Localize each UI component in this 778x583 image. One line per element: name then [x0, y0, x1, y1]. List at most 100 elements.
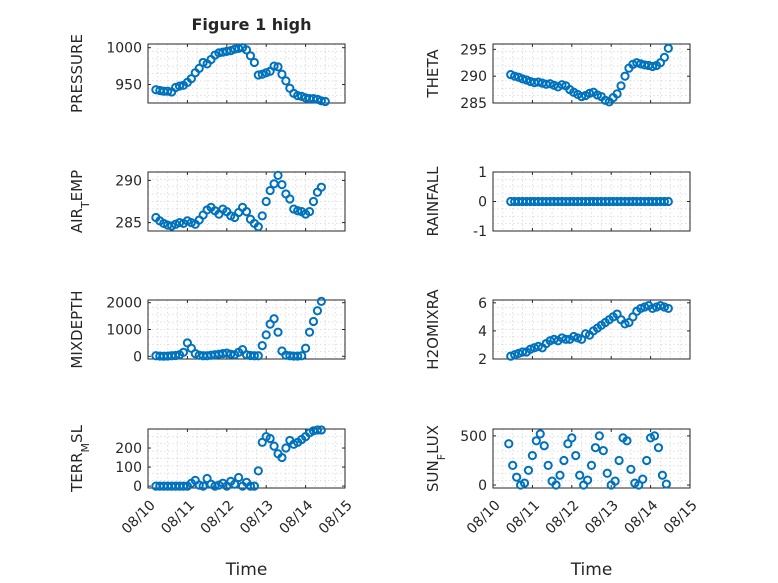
y-tick-label: 2: [478, 352, 487, 368]
data-point: [174, 81, 185, 91]
data-point: [551, 480, 561, 490]
data-point: [163, 86, 173, 96]
y-tick-label: 1000: [106, 323, 142, 339]
data-point: [249, 57, 259, 68]
data-point: [170, 350, 181, 361]
y-tick-label: 200: [115, 441, 142, 457]
data-point: [312, 306, 323, 316]
data-point: [285, 194, 295, 204]
data-point: [316, 96, 326, 106]
data-point: [178, 481, 189, 491]
data-point: [174, 217, 185, 228]
series-markers: [504, 429, 671, 490]
data-point: [533, 77, 543, 87]
data-point: [647, 61, 658, 72]
data-point: [316, 296, 326, 306]
y-axis-label: MIXDEPTH: [68, 290, 86, 368]
data-point: [301, 343, 311, 353]
data-point: [269, 314, 279, 324]
data-point: [610, 476, 620, 486]
data-point: [661, 479, 671, 489]
y-tick-label: 6: [478, 296, 487, 312]
data-point: [249, 351, 259, 361]
data-point: [269, 179, 279, 189]
data-point: [320, 96, 330, 107]
data-point: [304, 207, 315, 217]
data-point: [269, 61, 279, 71]
y-tick-label: 4: [478, 324, 487, 340]
data-point: [281, 443, 291, 453]
data-point: [178, 347, 189, 357]
y-tick-label: 0: [478, 195, 487, 211]
data-point: [512, 472, 522, 482]
y-axis-label-rest: LUX: [424, 425, 442, 454]
data-point: [620, 71, 630, 81]
x-tick-label: 08/11: [503, 497, 543, 537]
y-tick-label: 500: [460, 429, 487, 445]
series-markers: [506, 301, 673, 361]
data-point: [649, 431, 660, 441]
data-point: [638, 474, 648, 484]
y-axis-label-main: TERR: [68, 452, 86, 493]
chart-title: Figure 1 high: [192, 15, 312, 34]
axes-frame: [492, 299, 691, 360]
y-tick-label: 1: [478, 165, 487, 181]
data-point: [308, 196, 319, 207]
series-markers: [151, 43, 330, 107]
x-tick-label: 08/10: [464, 497, 504, 537]
x-tick-label: 08/13: [582, 497, 622, 537]
data-point: [504, 439, 514, 449]
data-point: [253, 70, 263, 80]
series-markers: [151, 170, 326, 232]
y-tick-label: 285: [460, 96, 487, 112]
data-point: [653, 443, 664, 453]
y-tick-label: 2000: [106, 296, 142, 312]
axes-air_temp: 285 290 AIRTEMP: [68, 170, 346, 233]
data-point: [543, 460, 553, 470]
data-point: [614, 455, 624, 466]
data-point: [257, 211, 267, 221]
y-axis-label-rest: SL: [68, 424, 86, 443]
y-tick-label: 0: [133, 479, 142, 495]
series-markers: [151, 425, 326, 491]
data-point: [316, 182, 326, 192]
data-point: [590, 443, 601, 453]
y-tick-label: 1000: [106, 41, 142, 57]
data-point: [210, 481, 220, 491]
y-tick-label: 950: [115, 78, 142, 94]
data-point: [561, 334, 571, 344]
data-point: [304, 327, 315, 337]
data-point: [555, 470, 565, 480]
axes-theta: 285 290 295 THETA: [424, 42, 691, 112]
data-point: [575, 470, 585, 480]
data-point: [194, 480, 204, 490]
data-point: [657, 470, 668, 480]
data-point: [602, 468, 612, 478]
y-tick-label: 290: [460, 69, 487, 85]
data-point: [626, 464, 636, 474]
data-point: [273, 170, 283, 180]
y-tick-label: 295: [460, 42, 487, 58]
data-point: [559, 455, 569, 466]
data-point: [273, 62, 283, 72]
y-axis-label-subscript: F: [435, 454, 448, 460]
data-point: [253, 222, 263, 232]
axes-rainfall: -1 0 1 RAINFALL: [424, 165, 691, 240]
data-point: [519, 478, 530, 488]
y-axis-label: THETA: [424, 49, 442, 99]
x-tick-label: 08/15: [661, 497, 701, 537]
series-markers: [151, 296, 326, 361]
data-point: [293, 206, 303, 216]
y-axis-label-main: AIR: [68, 208, 86, 233]
data-point: [582, 475, 593, 485]
data-point: [234, 472, 244, 483]
x-tick-label: 08/12: [543, 497, 583, 537]
data-point: [293, 91, 303, 101]
data-point: [253, 466, 263, 476]
y-axis-label: RAINFALL: [424, 166, 442, 237]
data-point: [293, 351, 303, 361]
x-tick-label: 08/14: [621, 497, 661, 537]
data-point: [198, 481, 208, 491]
